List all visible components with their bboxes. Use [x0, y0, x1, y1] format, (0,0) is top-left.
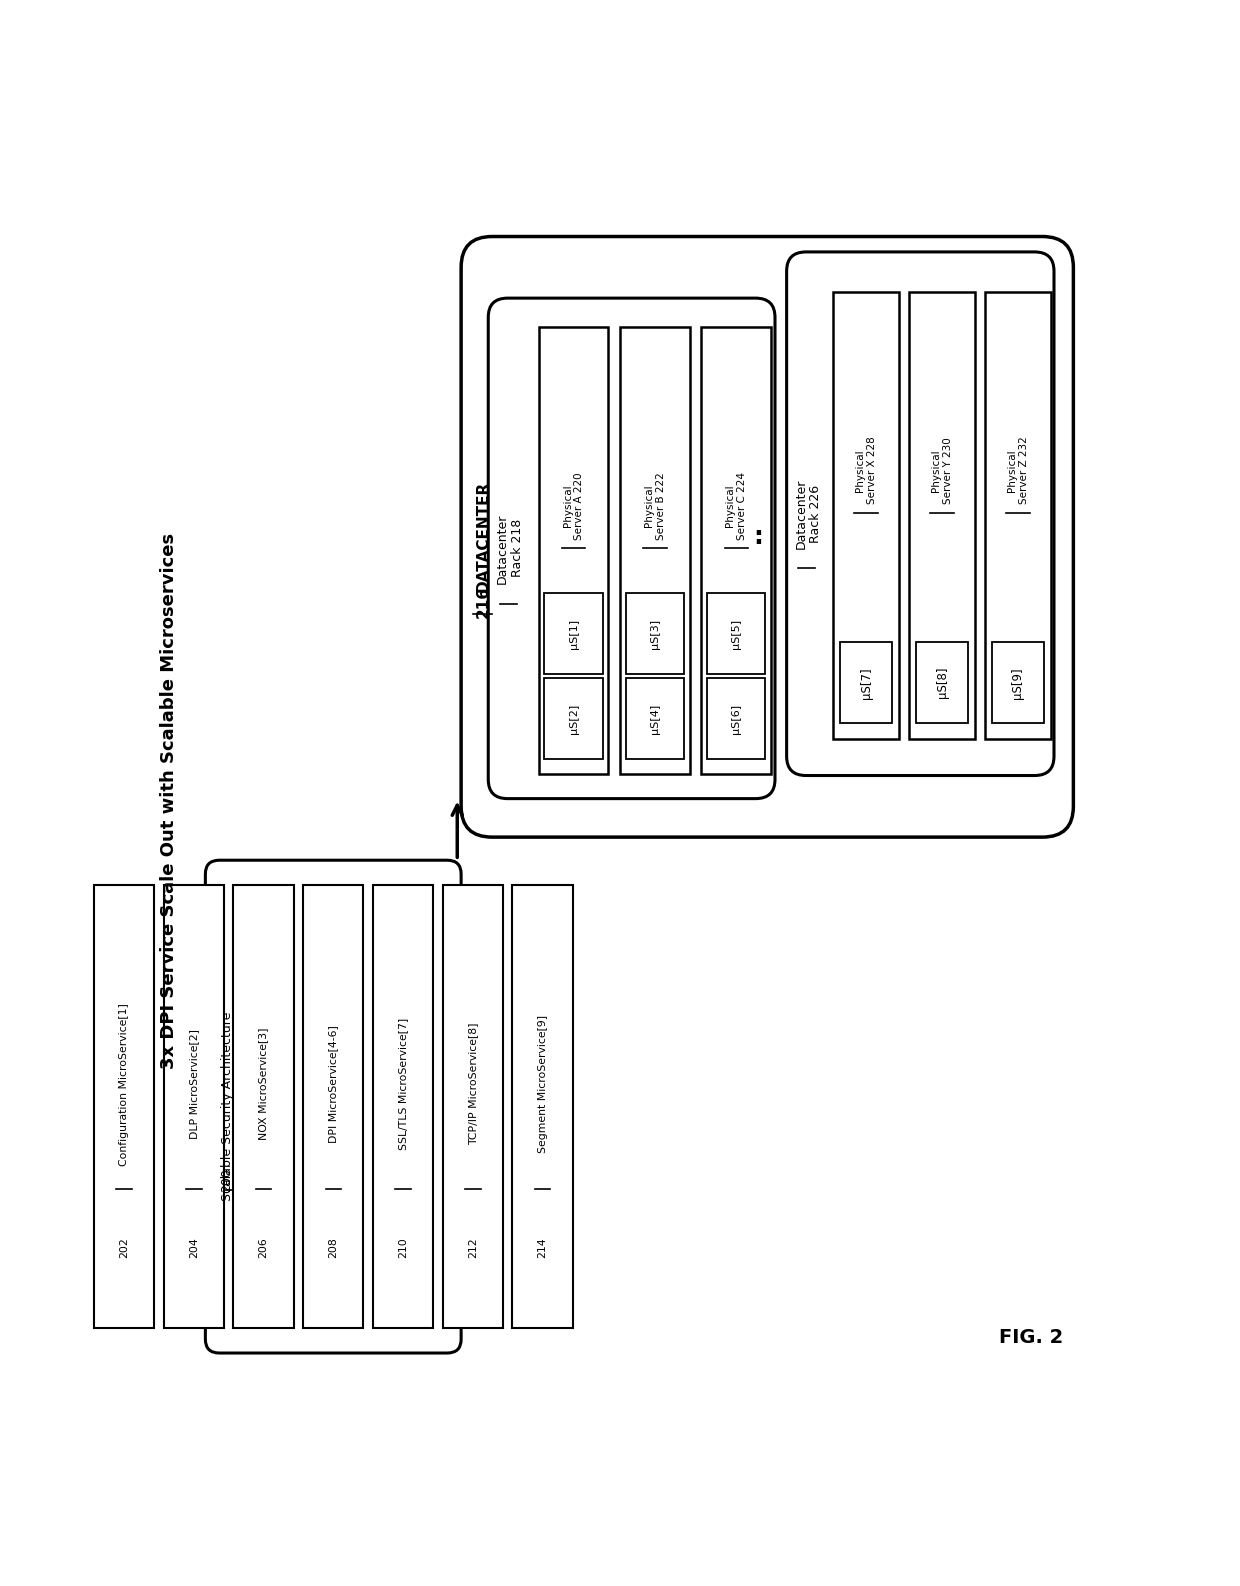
Bar — [626, 677, 684, 758]
Text: μS[5]: μS[5] — [732, 619, 742, 649]
Text: Physical
Server Y 230: Physical Server Y 230 — [931, 438, 952, 504]
Text: Physical
Server X 228: Physical Server X 228 — [856, 436, 877, 504]
Text: 212: 212 — [467, 1237, 477, 1258]
Text: DPI MicroService[4-6]: DPI MicroService[4-6] — [329, 1025, 339, 1144]
Text: 206: 206 — [258, 1237, 269, 1258]
Bar — [544, 677, 603, 758]
Bar — [707, 677, 765, 758]
FancyBboxPatch shape — [206, 860, 461, 1353]
Text: NOX MicroService[3]: NOX MicroService[3] — [258, 1028, 269, 1140]
Text: FIG. 2: FIG. 2 — [998, 1327, 1063, 1347]
Bar — [512, 885, 573, 1327]
Text: 202: 202 — [119, 1237, 129, 1258]
Text: μS[3]: μS[3] — [650, 619, 660, 649]
Bar — [620, 327, 689, 774]
Bar — [909, 292, 975, 739]
Text: μS[4]: μS[4] — [650, 704, 660, 734]
Text: DATACENTER: DATACENTER — [475, 481, 490, 593]
FancyBboxPatch shape — [786, 252, 1054, 776]
Bar — [702, 327, 771, 774]
Text: Physical
Server C 224: Physical Server C 224 — [725, 473, 746, 539]
Text: Configuration MicroService[1]: Configuration MicroService[1] — [119, 1002, 129, 1166]
Bar — [626, 593, 684, 674]
Text: μS[9]: μS[9] — [1012, 668, 1024, 698]
Text: 3x DPI Service Scale Out with Scalable Microservices: 3x DPI Service Scale Out with Scalable M… — [160, 533, 179, 1069]
Text: 210: 210 — [398, 1237, 408, 1258]
Text: μS[7]: μS[7] — [859, 668, 873, 698]
FancyBboxPatch shape — [489, 298, 775, 799]
Bar — [233, 885, 294, 1327]
Text: 204: 204 — [188, 1237, 198, 1258]
Bar — [544, 593, 603, 674]
Text: Scalable Security Architecture: Scalable Security Architecture — [221, 1012, 233, 1201]
Bar — [985, 292, 1052, 739]
Bar — [164, 885, 224, 1327]
Text: 200: 200 — [221, 1167, 233, 1191]
Text: TCP/IP MicroService[8]: TCP/IP MicroService[8] — [467, 1023, 477, 1145]
Text: 216: 216 — [475, 587, 490, 619]
Bar — [538, 327, 609, 774]
Bar — [839, 642, 893, 723]
Text: μS[8]: μS[8] — [935, 668, 949, 698]
Text: Physical
Server Z 232: Physical Server Z 232 — [1007, 436, 1029, 504]
Text: Datacenter
Rack 226: Datacenter Rack 226 — [795, 479, 822, 549]
Bar — [707, 593, 765, 674]
Text: μS[2]: μS[2] — [568, 704, 579, 734]
Bar — [94, 885, 154, 1327]
Text: :: : — [753, 525, 763, 549]
Text: Segment MicroService[9]: Segment MicroService[9] — [537, 1015, 548, 1153]
FancyBboxPatch shape — [461, 236, 1074, 837]
Text: 214: 214 — [537, 1237, 548, 1258]
Text: μS[6]: μS[6] — [732, 704, 742, 734]
Text: Physical
Server B 222: Physical Server B 222 — [644, 473, 666, 539]
Bar — [443, 885, 503, 1327]
Bar — [833, 292, 899, 739]
Text: Physical
Server A 220: Physical Server A 220 — [563, 473, 584, 539]
Bar — [915, 642, 968, 723]
Bar — [303, 885, 363, 1327]
Text: SSL/TLS MicroService[7]: SSL/TLS MicroService[7] — [398, 1018, 408, 1150]
Bar — [373, 885, 433, 1327]
Text: 208: 208 — [329, 1237, 339, 1258]
Text: DLP MicroService[2]: DLP MicroService[2] — [188, 1029, 198, 1139]
Text: μS[1]: μS[1] — [568, 619, 579, 649]
Bar — [992, 642, 1044, 723]
Text: Datacenter
Rack 218: Datacenter Rack 218 — [496, 514, 525, 584]
